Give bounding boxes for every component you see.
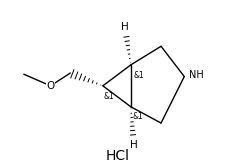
Text: NH: NH (189, 70, 204, 80)
Text: &1: &1 (134, 71, 144, 80)
Text: H: H (121, 22, 129, 32)
Text: O: O (46, 81, 55, 91)
Text: H: H (131, 140, 138, 150)
Text: &1: &1 (133, 112, 143, 121)
Text: HCl: HCl (106, 149, 130, 163)
Text: &1: &1 (103, 92, 114, 101)
